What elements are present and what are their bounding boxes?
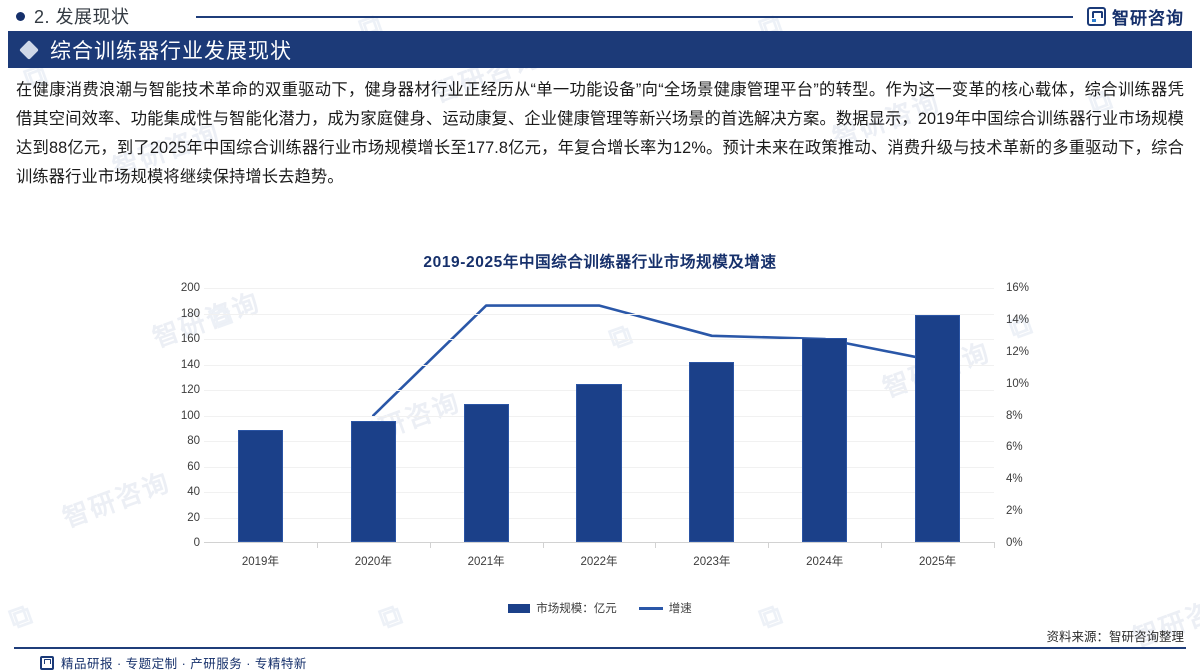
y-axis-left-tick: 180 — [180, 307, 200, 320]
x-axis-tick — [316, 542, 318, 548]
y-axis-right-tick: 2% — [1006, 505, 1023, 518]
x-axis-label: 2023年 — [693, 556, 731, 568]
y-axis-left-tick: 160 — [180, 333, 200, 345]
bar-2024年 — [802, 338, 848, 542]
y-axis-left-tick: 60 — [187, 460, 200, 473]
legend-label: 市场规模：亿元 — [536, 603, 617, 615]
x-axis-tick — [429, 542, 431, 548]
y-axis-right-tick: 0% — [1006, 537, 1023, 549]
brand-name: 智研咨询 — [1112, 8, 1184, 28]
legend-item-growth: 增速 — [638, 600, 692, 616]
bar-2021年 — [463, 404, 509, 542]
y-axis-left-labels: 0 20 40 60 80 100 120 140 160 180 200 — [160, 282, 200, 549]
x-axis-label: 2022年 — [580, 556, 618, 568]
y-axis-left-tick: 100 — [180, 409, 200, 422]
gridline — [204, 288, 994, 289]
body-paragraph: 在健康消费浪潮与智能技术革命的双重驱动下，健身器材行业正经历从“单一功能设备”向… — [16, 81, 1184, 186]
x-axis-label: 2019年 — [241, 556, 279, 568]
y-axis-right-tick: 10% — [1006, 377, 1030, 390]
footer-slogan: 精品研报 · 专题定制 · 产研服务 · 专精特新 — [61, 657, 307, 671]
x-axis-tick — [768, 542, 770, 548]
y-axis-right-tick: 4% — [1006, 473, 1023, 486]
y-axis-left-tick: 20 — [187, 511, 200, 524]
chart-legend: 市场规模：亿元 增速 — [0, 600, 1200, 616]
y-axis-left-tick: 120 — [180, 384, 200, 396]
x-axis-label: 2025年 — [919, 556, 957, 568]
legend-label: 增速 — [668, 603, 692, 615]
section-label: 2. 发展现状 — [34, 7, 130, 27]
y-axis-right-tick: 12% — [1006, 345, 1030, 358]
chart-plot-area: 0 20 40 60 80 100 120 140 160 180 200 0% 2% 4% 6% 8% 10… — [160, 282, 1040, 588]
bar-2025年 — [915, 315, 961, 542]
y-axis-left-tick: 40 — [187, 486, 200, 498]
y-axis-left-tick: 80 — [187, 435, 200, 447]
slide-footer: 精品研报 · 专题定制 · 产研服务 · 专精特新 — [40, 653, 307, 672]
chart-container: 2019-2025年中国综合训练器行业市场规模及增速 0 20 40 60 80 100 1… — [0, 240, 1200, 615]
y-axis-right-tick: 6% — [1006, 441, 1023, 454]
y-axis-right-tick: 16% — [1006, 282, 1030, 294]
section-title-band: 综合训练器行业发展现状 — [8, 31, 1192, 68]
x-axis-tick — [655, 542, 657, 548]
page-title: 综合训练器行业发展现状 — [50, 39, 292, 63]
bar-2022年 — [576, 383, 622, 542]
header-divider — [195, 15, 1073, 18]
y-axis-left-tick: 200 — [180, 282, 200, 294]
diamond-icon — [19, 39, 39, 60]
gridline — [204, 364, 994, 366]
footer-divider — [14, 647, 1186, 649]
x-axis-tick — [881, 542, 883, 548]
x-axis-tick — [994, 542, 995, 548]
bar-2019年 — [237, 429, 283, 542]
plot-canvas — [204, 288, 995, 548]
bullet-icon — [16, 11, 25, 21]
gridline — [204, 313, 994, 315]
gridline — [204, 339, 994, 340]
x-axis-tick — [542, 542, 544, 548]
y-axis-right-tick: 14% — [1006, 313, 1030, 326]
x-axis-label: 2021年 — [467, 556, 505, 568]
slide-header: 2. 发展现状 智研咨询 — [0, 0, 1200, 32]
growth-polyline — [371, 304, 939, 417]
brand-logo: 智研咨询 — [1087, 4, 1184, 29]
legend-swatch-line — [638, 606, 663, 610]
chart-title: 2019-2025年中国综合训练器行业市场规模及增速 — [423, 254, 777, 271]
bar-2020年 — [350, 420, 396, 542]
x-axis-label: 2024年 — [806, 556, 844, 568]
x-axis-labels: 2019年 2020年 2021年 2022年 2023年 2024年 2025年 — [204, 546, 994, 572]
source-note: 资料来源：智研咨询整理 — [1046, 630, 1184, 644]
footer-brand-icon — [40, 655, 54, 670]
y-axis-left-tick: 140 — [180, 358, 200, 371]
brand-mark-icon — [1087, 6, 1106, 26]
x-axis-label: 2020年 — [354, 556, 392, 568]
legend-swatch-bar — [508, 603, 531, 613]
y-axis-right-tick: 8% — [1006, 409, 1023, 422]
legend-item-market-size: 市场规模：亿元 — [508, 600, 617, 616]
bar-2023年 — [689, 362, 735, 542]
y-axis-left-tick: 0 — [193, 537, 200, 549]
y-axis-right-labels: 0% 2% 4% 6% 8% 10% 12% 14% 16% — [998, 282, 1040, 549]
